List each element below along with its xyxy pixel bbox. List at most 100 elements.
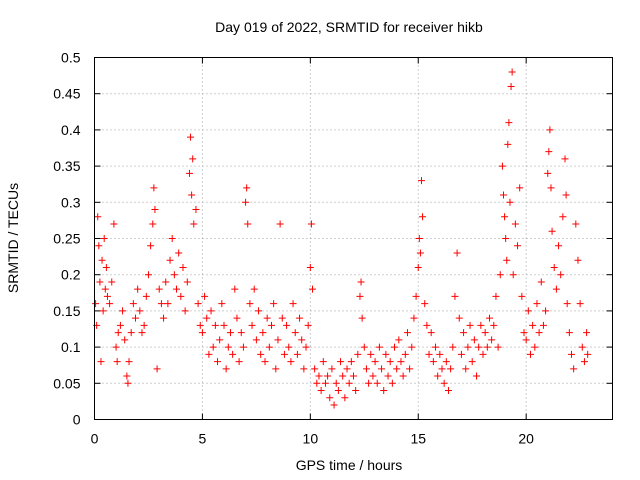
data-point — [444, 387, 452, 395]
data-point — [470, 336, 478, 344]
data-point — [547, 184, 555, 192]
data-point — [432, 343, 440, 351]
data-point — [375, 343, 383, 351]
data-point — [192, 206, 200, 214]
data-point — [125, 358, 133, 366]
data-point — [252, 336, 260, 344]
data-point — [307, 220, 315, 228]
data-point — [190, 220, 198, 228]
data-point — [354, 350, 362, 358]
data-point — [367, 350, 375, 358]
data-point — [106, 300, 114, 308]
data-point — [244, 220, 252, 228]
data-point — [92, 300, 100, 308]
x-tick-label: 15 — [410, 431, 426, 447]
data-point — [509, 271, 517, 279]
data-point — [442, 358, 450, 366]
data-point — [504, 140, 512, 148]
y-tick-label: 0.2 — [61, 267, 81, 283]
data-point — [166, 256, 174, 264]
data-point — [188, 191, 196, 199]
data-point — [94, 213, 102, 221]
data-point — [144, 271, 152, 279]
data-point — [533, 300, 541, 308]
data-point — [149, 220, 157, 228]
data-point — [291, 329, 299, 337]
data-point — [535, 329, 543, 337]
data-point — [134, 285, 142, 293]
data-point — [427, 329, 435, 337]
data-point — [429, 358, 437, 366]
y-tick-label: 0.35 — [53, 158, 80, 174]
data-point — [100, 235, 108, 242]
y-tick-label: 0.5 — [61, 50, 81, 66]
x-axis-title: GPS time / hours — [296, 457, 403, 473]
data-point — [358, 314, 366, 322]
data-point — [423, 321, 431, 329]
data-point — [177, 292, 185, 300]
data-point — [187, 133, 195, 141]
chart-title: Day 019 of 2022, SRMTID for receiver hik… — [215, 19, 483, 35]
data-point — [425, 350, 433, 358]
data-point — [209, 343, 217, 351]
data-point — [531, 343, 539, 351]
data-point — [434, 372, 442, 380]
data-point — [315, 372, 323, 380]
data-point — [462, 365, 470, 373]
data-point — [421, 300, 429, 308]
data-point — [391, 343, 399, 351]
data-point — [436, 350, 444, 358]
data-point — [250, 285, 258, 293]
data-point — [570, 365, 578, 373]
data-point — [153, 365, 161, 373]
data-point — [507, 82, 515, 90]
data-point — [255, 307, 263, 315]
data-point — [289, 300, 297, 308]
data-point — [576, 300, 584, 308]
data-point — [542, 307, 550, 315]
data-point — [341, 394, 349, 402]
plot-frame — [94, 57, 613, 420]
data-point — [397, 358, 405, 366]
data-point — [345, 379, 353, 387]
data-point — [263, 314, 271, 322]
data-point — [508, 68, 516, 76]
data-point — [330, 401, 338, 409]
data-point — [224, 343, 232, 351]
data-point — [503, 256, 511, 264]
data-point — [393, 365, 401, 373]
data-point — [500, 191, 508, 199]
data-point — [339, 372, 347, 380]
data-point — [231, 285, 239, 293]
data-point — [537, 278, 545, 286]
data-point — [457, 350, 465, 358]
data-point — [473, 372, 481, 380]
data-point — [123, 372, 131, 380]
data-point — [151, 206, 159, 214]
data-point — [572, 220, 580, 228]
y-tick-labels: 0 0.05 0.1 0.15 0.2 0.25 0.3 0.35 0.4 0.45 0.5 — [53, 50, 80, 428]
data-point — [280, 350, 288, 358]
data-point — [129, 300, 137, 308]
data-point — [522, 336, 530, 344]
x-tick-label: 5 — [199, 431, 207, 447]
data-point — [296, 314, 304, 322]
data-point — [496, 271, 504, 279]
data-point — [438, 365, 446, 373]
data-point — [287, 358, 295, 366]
data-point — [574, 256, 582, 264]
y-tick-label: 0.3 — [61, 194, 81, 210]
data-point — [565, 329, 573, 337]
data-point — [502, 235, 510, 242]
data-point — [278, 314, 286, 322]
data-point — [481, 329, 489, 337]
data-point — [561, 155, 569, 163]
data-point — [395, 336, 403, 344]
data-point — [552, 285, 560, 293]
x-tick-label: 0 — [91, 431, 99, 447]
y-tick-label: 0.45 — [53, 86, 80, 102]
data-point — [584, 350, 592, 358]
data-point — [417, 177, 425, 185]
data-point — [415, 235, 423, 242]
